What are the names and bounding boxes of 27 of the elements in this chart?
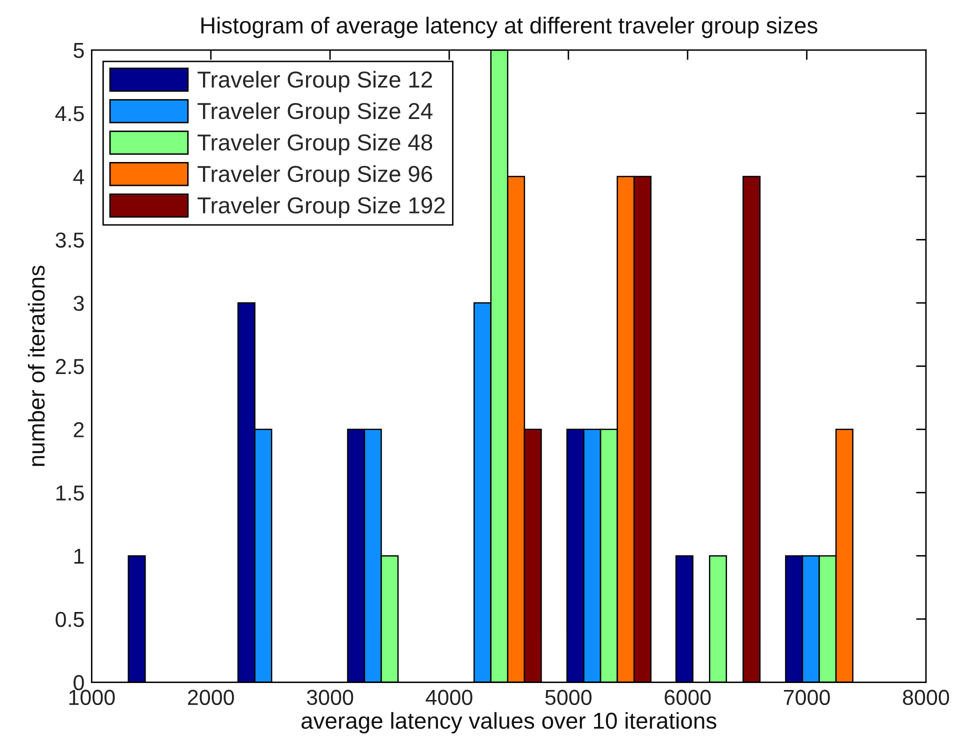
y-tick-label: 3.5 <box>56 232 84 248</box>
y-tick-label: 2 <box>74 422 84 438</box>
x-axis-title: average latency values over 10 iterations <box>302 712 716 734</box>
y-tick-label: 1 <box>74 548 84 564</box>
x-tick-label: 3000 <box>306 690 354 706</box>
y-tick-label: 2.5 <box>56 358 84 374</box>
legend-label: Traveler Group Size 96 <box>198 165 432 187</box>
x-tick-label: 6000 <box>664 690 711 706</box>
x-tick-label: 2000 <box>188 690 234 706</box>
legend-label: Traveler Group Size 48 <box>198 134 432 156</box>
x-tick-label: 1000 <box>69 690 115 706</box>
legend-label: Traveler Group Size 192 <box>198 196 445 218</box>
y-tick-label: 1.5 <box>56 486 84 501</box>
y-tick-label: 5 <box>74 43 84 58</box>
x-tick-label: 5000 <box>545 690 592 706</box>
x-tick-label: 4000 <box>426 690 472 706</box>
y-axis-title: number of iterations <box>28 266 45 466</box>
x-tick-label: 7000 <box>784 690 830 706</box>
y-tick-label: 4.5 <box>55 106 84 122</box>
chart-title: Histogram of average latency at different traveler group sizes <box>201 16 818 38</box>
y-tick-label: 0.5 <box>56 612 84 628</box>
y-tick-label: 0 <box>74 675 84 690</box>
y-tick-label: 3 <box>74 296 84 311</box>
x-tick-label: 8000 <box>902 690 950 706</box>
y-tick-label: 4 <box>73 169 84 184</box>
legend-label: Traveler Group Size 24 <box>198 102 432 124</box>
legend-label: Traveler Group Size 12 <box>198 70 432 92</box>
